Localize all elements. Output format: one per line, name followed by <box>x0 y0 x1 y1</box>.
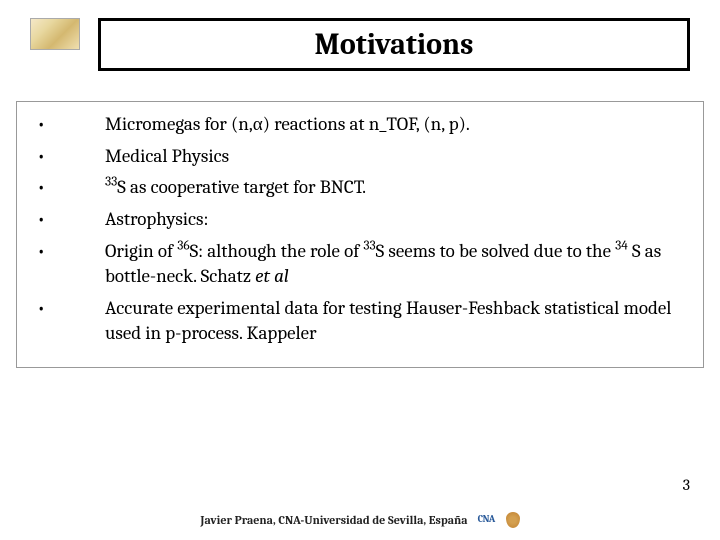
bullet-marker: • <box>35 175 105 201</box>
bullet-marker: • <box>35 112 105 138</box>
bullet-text: Origin of 36S: although the role of 33S … <box>105 239 685 290</box>
content-box: • Micromegas for (n,α) reactions at n_TO… <box>16 101 704 368</box>
title-box: Motivations <box>98 18 690 71</box>
bullet-text: Micromegas for (n,α) reactions at n_TOF,… <box>105 112 685 138</box>
bullet-text: 33S as cooperative target for BNCT. <box>105 175 685 201</box>
list-item: • 33S as cooperative target for BNCT. <box>35 175 685 201</box>
slide-title: Motivations <box>161 27 627 62</box>
footer-logos: CNA <box>478 512 520 528</box>
bullet-marker: • <box>35 144 105 170</box>
bullet-text: Accurate experimental data for testing H… <box>105 296 685 347</box>
bullet-text: Astrophysics: <box>105 207 685 233</box>
list-item: • Astrophysics: <box>35 207 685 233</box>
footer: Javier Praena, CNA-Universidad de Sevill… <box>0 512 720 528</box>
list-item: • Micromegas for (n,α) reactions at n_TO… <box>35 112 685 138</box>
bullet-list: • Micromegas for (n,α) reactions at n_TO… <box>35 112 685 347</box>
cna-logo-icon: CNA <box>478 513 500 527</box>
bullet-marker: • <box>35 239 105 265</box>
list-item: • Medical Physics <box>35 144 685 170</box>
shield-logo-icon <box>506 512 520 528</box>
page-number: 3 <box>683 476 690 494</box>
footer-text: Javier Praena, CNA-Universidad de Sevill… <box>200 513 467 527</box>
header-logo <box>30 18 80 50</box>
bullet-text: Medical Physics <box>105 144 685 170</box>
bullet-marker: • <box>35 296 105 322</box>
list-item: • Origin of 36S: although the role of 33… <box>35 239 685 290</box>
bullet-marker: • <box>35 207 105 233</box>
list-item: • Accurate experimental data for testing… <box>35 296 685 347</box>
